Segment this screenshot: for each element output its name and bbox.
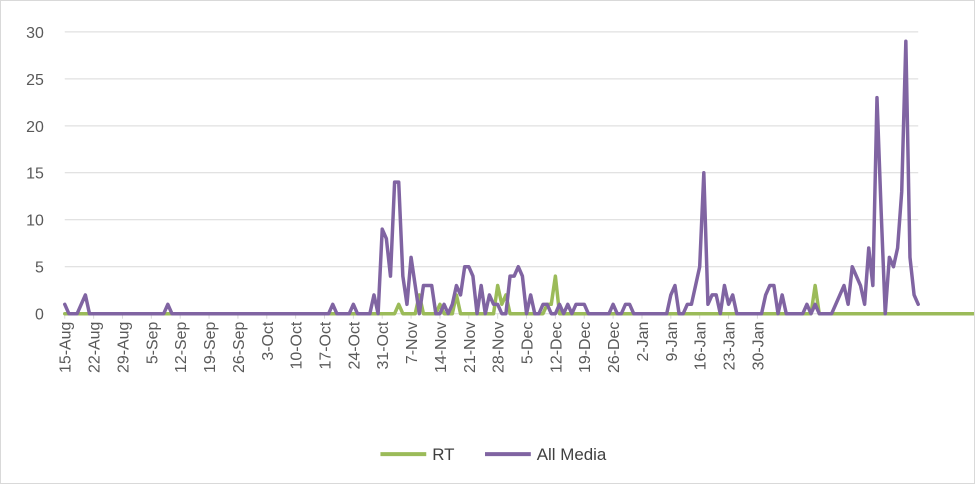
- x-tick-label: 31-Oct: [375, 321, 392, 369]
- series-lines: [63, 39, 974, 316]
- x-tick-label: 24-Oct: [346, 321, 363, 369]
- x-tick-label: 17-Oct: [317, 321, 334, 369]
- y-tick-label: 15: [26, 166, 44, 183]
- x-tick-label: 23-Jan: [722, 322, 739, 371]
- x-tick-label: 7-Nov: [404, 322, 421, 365]
- x-tick-label: 5-Sep: [144, 322, 161, 365]
- y-tick-label: 30: [26, 25, 44, 42]
- x-tick-label: 19-Dec: [577, 322, 594, 373]
- legend: RT All Media: [380, 445, 607, 464]
- x-tick-label: 3-Oct: [260, 321, 277, 361]
- x-tick-label: 5-Dec: [520, 322, 537, 365]
- x-tick-label: 2-Jan: [635, 322, 652, 362]
- x-tick-label: 28-Nov: [491, 322, 508, 373]
- x-tick-label: 30-Jan: [750, 322, 767, 371]
- x-tick-label: 15-Aug: [58, 322, 75, 373]
- x-tick-label: 9-Jan: [664, 322, 681, 362]
- x-tick-label: 21-Nov: [462, 322, 479, 373]
- gridlines: [64, 31, 919, 268]
- x-tick-label: 16-Jan: [693, 322, 710, 371]
- x-tick-label: 22-Aug: [87, 322, 104, 373]
- legend-label: RT: [432, 445, 454, 464]
- x-tick-label: 12-Sep: [173, 322, 190, 373]
- y-tick-label: 5: [35, 260, 44, 277]
- x-tick-label: 19-Sep: [202, 322, 219, 373]
- y-axis-tick-labels: 0 5 10 15 20 25 30: [26, 25, 44, 324]
- y-tick-label: 25: [26, 72, 44, 89]
- x-tick-label: 26-Dec: [606, 322, 623, 373]
- x-tick-label: 10-Oct: [289, 321, 306, 369]
- legend-label: All Media: [537, 445, 607, 464]
- y-tick-label: 20: [26, 119, 44, 136]
- y-tick-label: 0: [35, 307, 44, 324]
- y-tick-label: 10: [26, 213, 44, 230]
- x-tick-label: 26-Sep: [231, 322, 248, 373]
- x-tick-label: 12-Dec: [548, 322, 565, 373]
- series-line-all-media: [63, 39, 920, 316]
- x-tick-label: 29-Aug: [115, 322, 132, 373]
- x-axis-tick-labels: 15-Aug 22-Aug 29-Aug 5-Sep 12-Sep 19-Sep 26-Se…: [58, 321, 768, 373]
- x-tick-label: 14-Nov: [433, 322, 450, 373]
